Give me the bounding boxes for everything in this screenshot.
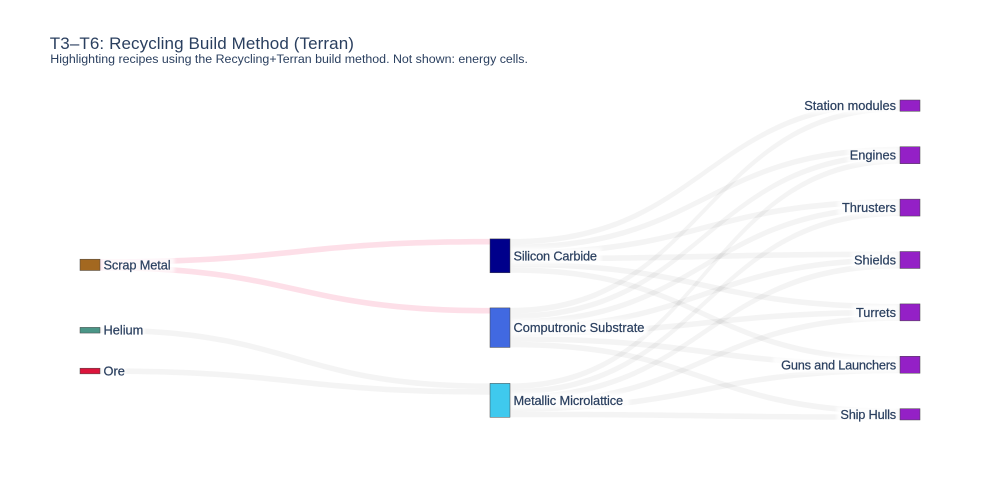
svg-text:Helium: Helium	[104, 323, 144, 338]
svg-text:Metallic Microlattice: Metallic Microlattice	[514, 393, 624, 408]
svg-text:Silicon Carbide: Silicon Carbide	[514, 248, 597, 263]
svg-text:Station modules: Station modules	[804, 98, 896, 113]
svg-text:Shields: Shields	[854, 253, 896, 268]
svg-text:Thrusters: Thrusters	[842, 200, 896, 215]
svg-text:Guns and Launchers: Guns and Launchers	[781, 357, 896, 372]
svg-text:Turrets: Turrets	[856, 305, 896, 320]
svg-text:Ship Hulls: Ship Hulls	[840, 407, 896, 422]
svg-text:Highlighting recipes using the: Highlighting recipes using the Recycling…	[50, 52, 528, 66]
svg-text:T3–T6: Recycling Build Method: T3–T6: Recycling Build Method (Terran)	[50, 34, 354, 53]
svg-text:Engines: Engines	[850, 148, 896, 163]
svg-text:Computronic Substrate: Computronic Substrate	[514, 320, 645, 335]
svg-text:Ore: Ore	[104, 364, 125, 379]
svg-text:Scrap Metal: Scrap Metal	[104, 257, 171, 272]
